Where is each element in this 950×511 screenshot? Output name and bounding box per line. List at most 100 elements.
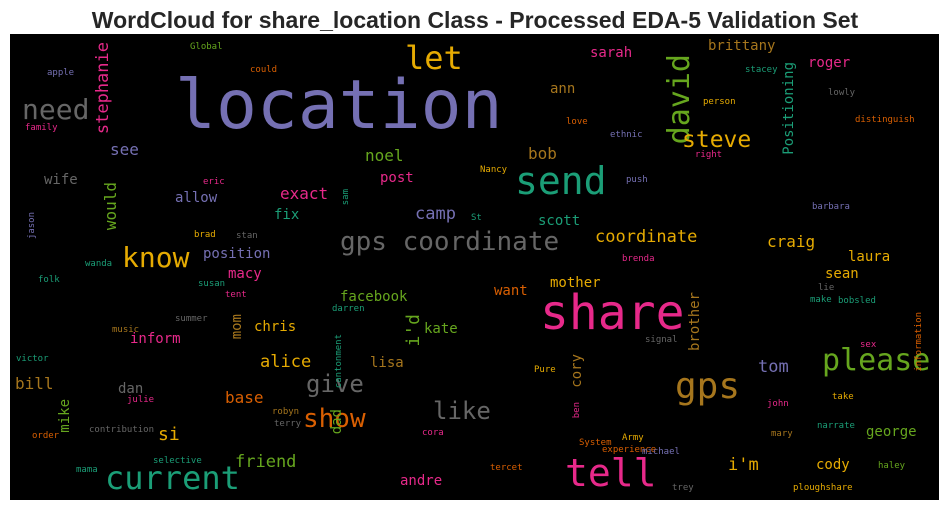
word-eric: eric	[203, 177, 225, 187]
word-distinguish: distinguish	[855, 115, 915, 125]
word-gps: gps	[675, 366, 741, 407]
word-si: si	[158, 424, 180, 445]
word-cantonment: cantonment	[334, 334, 344, 389]
word-apple: apple	[47, 68, 75, 78]
word-see: see	[110, 140, 139, 159]
word-ploughshare: ploughshare	[793, 483, 853, 493]
word-facebook: facebook	[340, 289, 408, 305]
word-mike: mike	[57, 399, 73, 433]
word-cora: cora	[422, 428, 444, 438]
word-send: send	[515, 159, 607, 203]
word-coordinate: coordinate	[595, 227, 698, 247]
word-allow: allow	[175, 190, 218, 206]
word-friend: friend	[235, 452, 297, 472]
word-ethnic: ethnic	[610, 130, 643, 140]
word-summer: summer	[175, 314, 208, 324]
word-noel: noel	[365, 146, 404, 165]
word-michael: michael	[642, 447, 680, 457]
word-army: Army	[622, 433, 644, 443]
word-robyn: robyn	[272, 407, 300, 417]
word-darren: darren	[332, 304, 365, 314]
word-mother: mother	[550, 275, 601, 291]
word-love: love	[566, 117, 588, 127]
word-tom: tom	[758, 357, 789, 377]
word-would: would	[101, 182, 120, 231]
word-show: show	[303, 404, 366, 434]
word-positioning: Positioning	[781, 62, 797, 155]
word-stacey: stacey	[745, 65, 778, 75]
word-ann: ann	[550, 81, 576, 97]
word-like: like	[433, 397, 491, 425]
word-selective: selective	[153, 456, 202, 466]
word-craig: craig	[767, 232, 816, 251]
word-location: location	[175, 66, 503, 145]
word-andre: andre	[400, 473, 443, 489]
word-dad: dad	[329, 409, 345, 435]
word-pure: Pure	[534, 365, 556, 375]
word-george: george	[866, 424, 917, 440]
word-mary: mary	[771, 429, 793, 439]
word-exact: exact	[280, 184, 329, 203]
word-nancy: Nancy	[480, 165, 508, 175]
word-person: person	[703, 97, 736, 107]
word-global: Global	[190, 42, 223, 52]
word-know: know	[122, 241, 190, 274]
word-cory: cory	[569, 354, 585, 388]
word-chris: chris	[254, 319, 297, 335]
word-mom: mom	[229, 314, 245, 340]
word-cloud: location share send gps coordinate gps tell cu…	[10, 34, 939, 500]
word-could: could	[250, 65, 278, 75]
word-make: make	[810, 295, 832, 305]
word-lisa: lisa	[370, 355, 404, 371]
word-base: base	[225, 388, 264, 407]
word-right: right	[695, 150, 723, 160]
word-system: System	[579, 438, 612, 448]
word-camp: camp	[415, 204, 456, 224]
word-steve: steve	[682, 127, 752, 153]
word-music: music	[112, 325, 140, 335]
word-post: post	[380, 170, 414, 186]
word-terry: terry	[274, 419, 302, 429]
word-laura: laura	[848, 249, 891, 265]
word-bill: bill	[15, 374, 54, 393]
word-roger: roger	[808, 55, 851, 71]
word-folk: folk	[38, 275, 60, 285]
word-wife: wife	[44, 172, 78, 188]
word-mama: mama	[76, 465, 98, 475]
word-ben: ben	[572, 402, 582, 419]
word-sean: sean	[825, 266, 859, 282]
word-john: john	[767, 399, 789, 409]
word-give: give	[306, 370, 364, 398]
word-fix: fix	[274, 207, 300, 223]
word-trey: trey	[672, 483, 694, 493]
word-please: please	[822, 343, 931, 378]
word-share: share	[540, 285, 685, 341]
word-brittany: brittany	[708, 38, 776, 54]
word-inform: inform	[130, 331, 181, 347]
word-tent: tent	[225, 290, 247, 300]
word-stephanie: stephanie	[93, 42, 113, 135]
word-experience: experience	[602, 445, 657, 455]
word-current: current	[105, 459, 240, 497]
word-lie: lie	[818, 283, 835, 293]
word-sam: sam	[341, 189, 351, 206]
word-family: family	[25, 123, 58, 133]
word-contribution: contribution	[89, 425, 155, 435]
word-lowly: lowly	[828, 88, 856, 98]
word-position: position	[203, 246, 271, 262]
word-kate: kate	[424, 321, 458, 337]
word-i-m: i'm	[728, 455, 759, 475]
word-sarah: sarah	[590, 45, 633, 61]
word-bob: bob	[528, 144, 557, 163]
word-macy: macy	[228, 266, 262, 282]
word-brenda: brenda	[622, 254, 655, 264]
word-want: want	[494, 283, 528, 299]
word-st: St	[471, 213, 482, 223]
word-sex: sex	[860, 340, 877, 350]
chart-title: WordCloud for share_location Class - Pro…	[91, 7, 859, 33]
word-brad: brad	[194, 230, 216, 240]
word-barbara: barbara	[812, 202, 850, 212]
word-haley: haley	[878, 461, 906, 471]
word-cody: cody	[816, 457, 850, 473]
word-brother: brother	[687, 292, 703, 352]
